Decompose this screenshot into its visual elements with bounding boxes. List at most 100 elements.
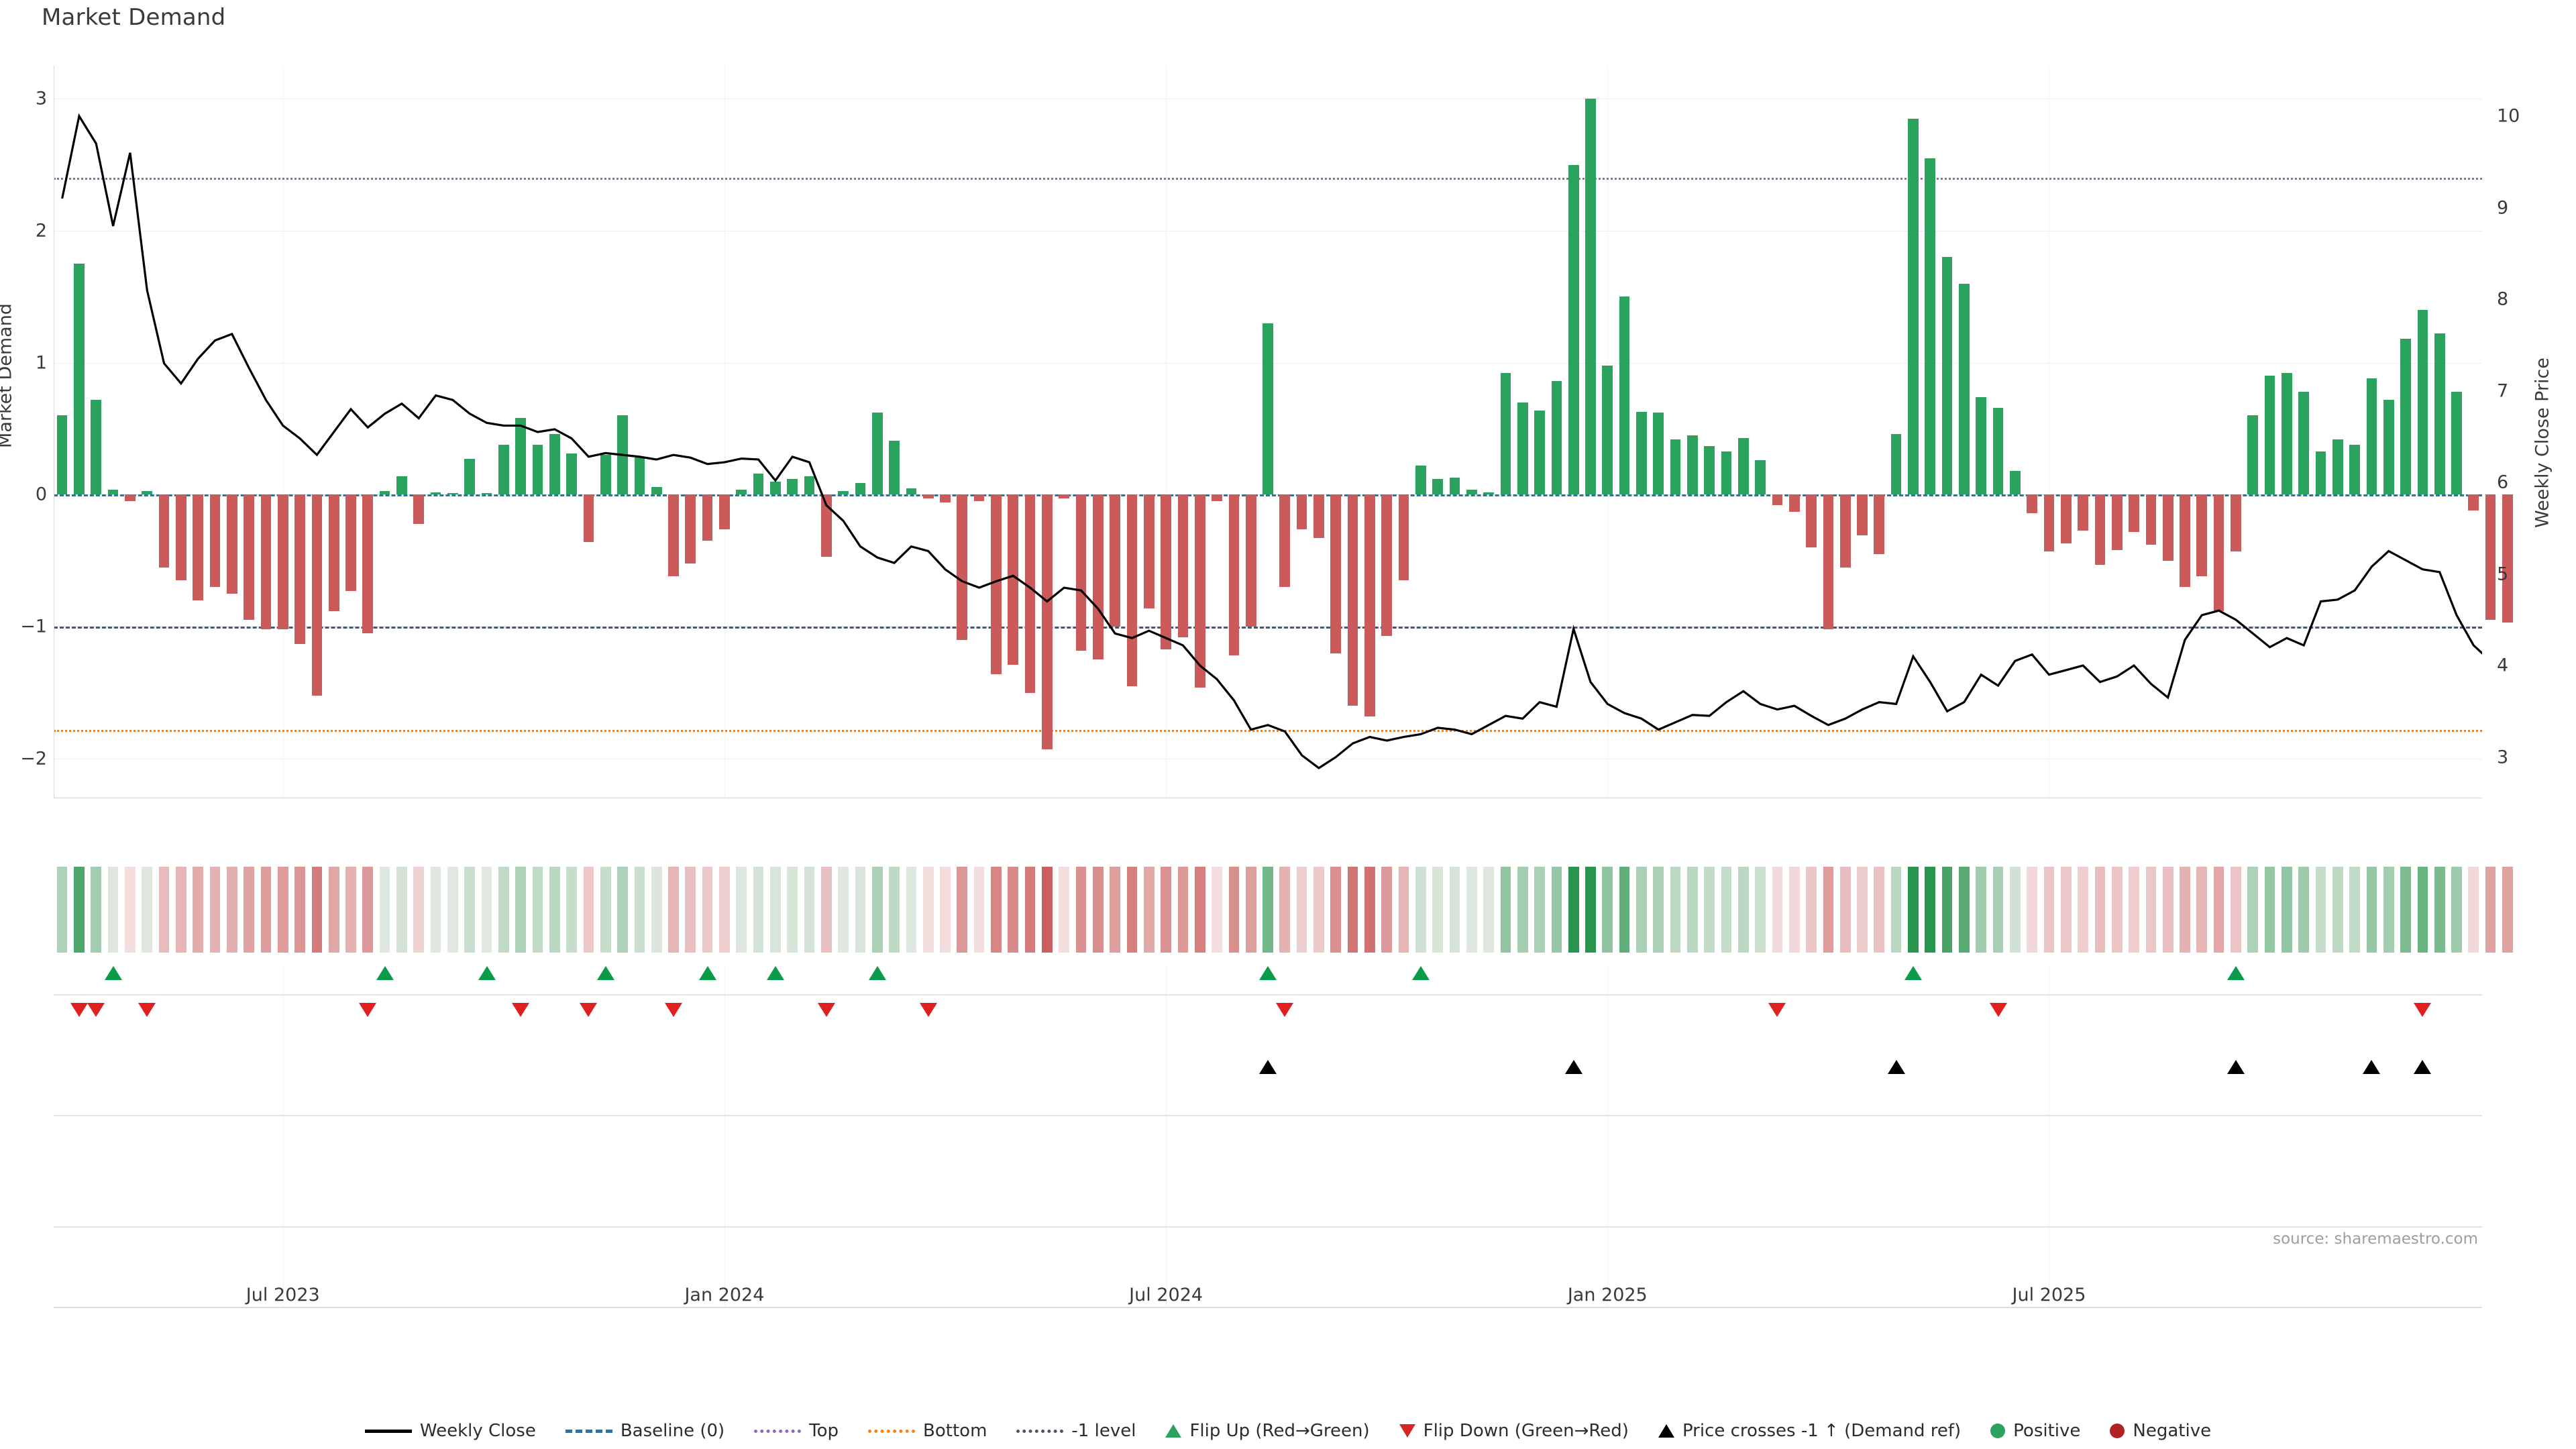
- heatmap-cell: [226, 867, 237, 953]
- legend-item[interactable]: Baseline (0): [565, 1421, 724, 1441]
- demand-bar: [1228, 494, 1240, 656]
- legend-item[interactable]: Price crosses -1 ↑ (Demand ref): [1658, 1421, 1961, 1441]
- weekly-close-line-icon: [364, 1429, 412, 1433]
- legend-item-label: Bottom: [923, 1421, 987, 1441]
- demand-bar: [2451, 391, 2462, 495]
- legend-item-label: Negative: [2133, 1421, 2212, 1441]
- demand-bar: [294, 494, 305, 644]
- heatmap-cell: [447, 867, 458, 953]
- flip-up-marker: [868, 966, 886, 980]
- legend-item-label: Flip Down (Green→Red): [1423, 1421, 1629, 1441]
- heatmap-cell: [957, 867, 968, 953]
- flip-down-marker: [70, 1003, 88, 1017]
- flip-down-triangle-icon: [1399, 1424, 1415, 1438]
- flip-down-marker: [2414, 1003, 2432, 1017]
- demand-bar: [142, 490, 153, 495]
- demand-bar: [532, 444, 543, 495]
- demand-bar: [244, 494, 254, 621]
- price-cross-marker: [1564, 1060, 1582, 1074]
- heatmap-cell: [125, 867, 136, 953]
- flip-down-marker: [919, 1003, 937, 1017]
- demand-bar: [1194, 494, 1205, 688]
- demand-bar: [1024, 494, 1036, 693]
- legend-item[interactable]: Bottom: [868, 1421, 987, 1441]
- heatmap-cell: [91, 867, 102, 953]
- legend-item[interactable]: Negative: [2110, 1421, 2211, 1441]
- heatmap-cell: [2078, 867, 2088, 953]
- heatmap-cell: [209, 867, 221, 953]
- heatmap-cell: [922, 867, 934, 953]
- heatmap-cell: [1008, 867, 1019, 953]
- vertical-gridline: [1166, 66, 1167, 798]
- demand-bar: [1670, 439, 1681, 495]
- demand-bar: [1857, 494, 1868, 536]
- heatmap-cell: [345, 867, 356, 953]
- flip-up-marker: [376, 966, 394, 980]
- heatmap-cell: [1059, 867, 1070, 953]
- heatmap-cell: [1551, 867, 1562, 953]
- demand-bar: [362, 494, 374, 634]
- flip-up-marker: [1411, 966, 1430, 980]
- heatmap-cell: [396, 867, 407, 953]
- demand-bar: [1110, 494, 1120, 627]
- heatmap-cell: [1585, 867, 1596, 953]
- legend-item[interactable]: -1 level: [1016, 1421, 1136, 1441]
- heatmap-cell: [1126, 867, 1138, 953]
- demand-bar: [107, 489, 119, 495]
- demand-bar: [753, 473, 764, 495]
- demand-bar: [617, 415, 628, 495]
- heatmap-cell: [1788, 867, 1800, 953]
- heatmap-cell: [1568, 867, 1579, 953]
- legend-item[interactable]: Flip Down (Green→Red): [1399, 1421, 1629, 1441]
- heatmap-cell: [1687, 867, 1698, 953]
- heatmap-cell: [2264, 867, 2275, 953]
- heatmap-cell: [787, 867, 798, 953]
- x-tick: Jan 2024: [684, 1285, 765, 1305]
- vertical-gridline: [724, 966, 725, 1140]
- vertical-gridline: [282, 1140, 284, 1308]
- demand-bar: [1126, 494, 1138, 686]
- heatmap-cell: [1908, 867, 1919, 953]
- demand-bar: [1500, 373, 1511, 495]
- demand-bar: [2434, 333, 2445, 495]
- heatmap-cell: [379, 867, 390, 953]
- price-cross-marker: [1259, 1060, 1277, 1074]
- demand-bar: [2129, 494, 2139, 532]
- heatmap-cell: [2468, 867, 2479, 953]
- panel-separator: [54, 1115, 2482, 1116]
- heatmap-cell: [1263, 867, 1273, 953]
- legend-item[interactable]: Flip Up (Red→Green): [1165, 1421, 1370, 1441]
- heatmap-cell: [277, 867, 288, 953]
- legend-item[interactable]: Weekly Close: [364, 1421, 536, 1441]
- x-tick: Jul 2023: [246, 1285, 320, 1305]
- demand-bar: [328, 494, 339, 611]
- demand-bar: [1263, 323, 1273, 495]
- heatmap-cell: [634, 867, 645, 953]
- legend-item[interactable]: Positive: [1990, 1421, 2080, 1441]
- vertical-gridline: [724, 66, 725, 798]
- flip-up-marker: [766, 966, 784, 980]
- heatmap-cell: [2231, 867, 2241, 953]
- price-cross-marker: [2363, 1060, 2381, 1074]
- heatmap-cell: [260, 867, 272, 953]
- demand-bar: [1381, 494, 1393, 636]
- heatmap-cell: [1755, 867, 1766, 953]
- y-tick-right: 9: [2497, 197, 2509, 219]
- flip-up-marker: [1904, 966, 1922, 980]
- heatmap-cell: [940, 867, 951, 953]
- demand-bar: [1093, 494, 1104, 660]
- heatmap-cell: [1874, 867, 1885, 953]
- heatmap-cell: [2485, 867, 2496, 953]
- demand-bar: [1636, 411, 1647, 495]
- demand-bar: [685, 494, 696, 564]
- demand-bar: [311, 494, 323, 696]
- demand-bar: [1364, 494, 1375, 716]
- demand-bar: [2009, 471, 2021, 495]
- legend-item[interactable]: Top: [754, 1421, 839, 1441]
- heatmap-cell: [1653, 867, 1664, 953]
- heatmap-cell: [1992, 867, 2004, 953]
- heatmap-cell: [600, 867, 611, 953]
- heatmap-cell: [413, 867, 425, 953]
- heatmap-cell: [1075, 867, 1087, 953]
- demand-bar: [838, 490, 849, 495]
